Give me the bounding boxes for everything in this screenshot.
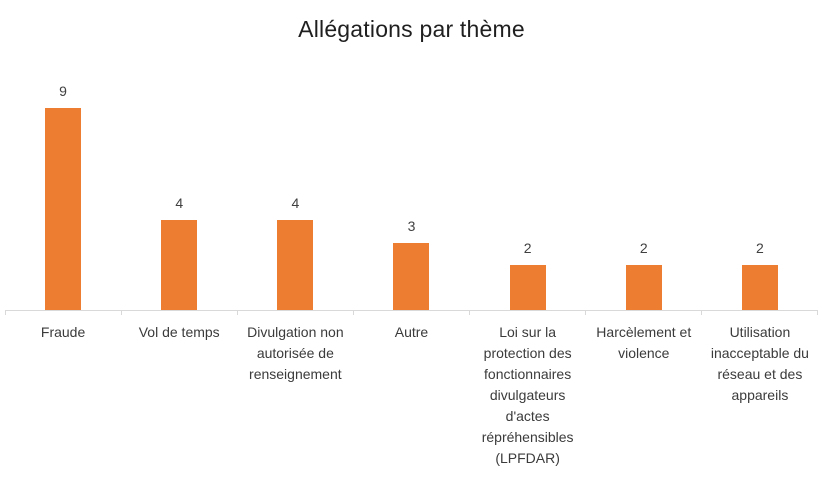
bar-column: 9: [5, 0, 121, 310]
bar-value-label: 2: [756, 240, 764, 257]
category-label: Utilisation inacceptable du réseau et de…: [710, 324, 809, 403]
axis-tick: [121, 311, 237, 315]
axis-tick: [5, 311, 121, 315]
bar-column: 2: [702, 0, 818, 310]
bar-column: 4: [237, 0, 353, 310]
plot: 9 4 4 3 2 2 2 Fraude Vol de temps Divulgation no…: [5, 0, 818, 469]
axis-tick: [469, 311, 585, 315]
axis-tick: [701, 311, 818, 315]
bar: [45, 107, 82, 310]
bar-value-label: 9: [59, 82, 67, 99]
category-label: Vol de temps: [138, 324, 220, 340]
category-label: Autre: [394, 324, 429, 340]
category-label: Loi sur la protection des fonctionnaires…: [481, 324, 574, 466]
bar-column: 2: [586, 0, 702, 310]
bar: [625, 265, 662, 310]
axis-tick: [585, 311, 701, 315]
bar-column: 2: [470, 0, 586, 310]
axis-tick: [353, 311, 469, 315]
bar: [161, 220, 198, 310]
bar-value-label: 3: [407, 217, 416, 234]
x-axis-labels: Fraude Vol de temps Divulgation non autori…: [5, 315, 818, 469]
plot-area: 9 4 4 3 2 2 2: [5, 0, 818, 311]
bar: [277, 220, 314, 310]
category-label: Divulgation non autorisée de renseigneme…: [247, 324, 344, 382]
bar-column: 3: [353, 0, 469, 310]
bar: [393, 242, 430, 310]
category-label: Harcèlement et violence: [596, 324, 692, 361]
bar-value-label: 2: [639, 240, 648, 257]
bar: [509, 265, 546, 310]
x-axis-ticks: [5, 311, 818, 315]
category-label: Fraude: [40, 324, 86, 340]
bar: [741, 265, 778, 310]
axis-tick: [237, 311, 353, 315]
bar-column: 4: [121, 0, 237, 310]
bar-value-label: 2: [523, 240, 532, 257]
bar-value-label: 4: [175, 195, 184, 212]
chart-title: Allégations par thème: [298, 16, 525, 42]
bar-value-label: 4: [291, 195, 300, 212]
